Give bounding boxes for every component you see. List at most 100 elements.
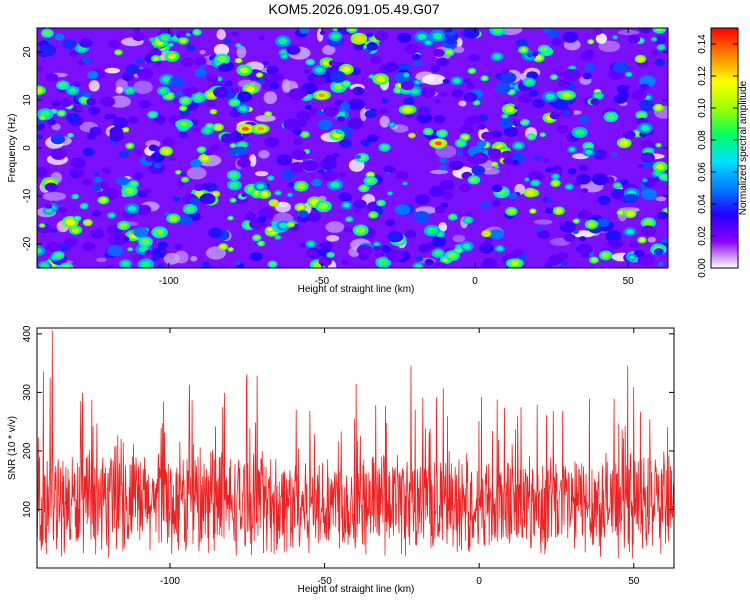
- heatmap-cell: [258, 35, 265, 41]
- heatmap-cell: [413, 59, 422, 66]
- heatmap-cell-core: [346, 217, 352, 221]
- heatmap-cell-core: [403, 182, 407, 185]
- heatmap-cell-core: [203, 128, 211, 134]
- heatmap-cell-core: [336, 111, 346, 119]
- heatmap-cell-core: [366, 178, 375, 184]
- heatmap-cell-core: [307, 241, 314, 247]
- heatmap-cell-core: [288, 193, 292, 197]
- heatmap-cell: [281, 169, 296, 180]
- heatmap-cell: [439, 164, 447, 171]
- heatmap-cell: [287, 182, 295, 188]
- heatmap-cell: [395, 170, 409, 180]
- heatmap-cell: [201, 261, 211, 268]
- heatmap-cell-core: [315, 67, 324, 73]
- heatmap-cell-core: [318, 202, 329, 210]
- heatmap-cell-core: [514, 143, 523, 149]
- heatmap-cell: [480, 202, 490, 209]
- heatmap-cell-core: [186, 33, 190, 36]
- snr-frame: [36, 327, 675, 569]
- heatmap-cell-core: [58, 111, 65, 116]
- heatmap-cell: [269, 82, 280, 90]
- heatmap-cell: [156, 241, 168, 250]
- heatmap-cell-core: [660, 174, 668, 179]
- heatmap-cell-core: [236, 59, 241, 63]
- heatmap-cell: [415, 255, 424, 262]
- y-tick-label: 300: [22, 384, 33, 401]
- heatmap-cell: [366, 134, 379, 143]
- heatmap-cell: [58, 207, 68, 214]
- heatmap-cell: [319, 30, 326, 36]
- heatmap-cell: [143, 188, 152, 194]
- heatmap-cell: [249, 251, 263, 262]
- heatmap-y-ticks: -20 -10 0 10 20: [22, 46, 668, 251]
- heatmap-cell: [558, 79, 571, 88]
- heatmap-cell-core: [588, 40, 593, 44]
- heatmap-cell: [190, 159, 202, 168]
- heatmap-cell: [138, 100, 151, 109]
- heatmap-cell-core: [643, 179, 647, 182]
- heatmap-cell-core: [84, 220, 91, 225]
- heatmap-cell: [536, 227, 543, 233]
- heatmap-cell: [503, 126, 519, 137]
- x-tick-label: 0: [476, 576, 482, 587]
- heatmap-cell-core: [297, 204, 304, 210]
- heatmap-cell: [106, 265, 113, 268]
- heatmap-cell: [302, 160, 319, 172]
- heatmap-cell: [91, 184, 102, 192]
- heatmap-cell-core: [217, 56, 227, 63]
- heatmap-cell-core: [569, 147, 575, 152]
- heatmap-cell: [621, 86, 630, 92]
- heatmap-cell: [51, 100, 61, 108]
- heatmap-cell: [581, 188, 589, 194]
- heatmap-y-label: Frequency (Hz): [7, 114, 18, 183]
- heatmap-cell: [318, 256, 332, 267]
- heatmap-cell: [403, 97, 415, 106]
- heatmap-cell: [434, 99, 441, 104]
- heatmap-cell: [39, 44, 57, 57]
- heatmap-cell-core: [618, 211, 623, 215]
- heatmap-cell-core: [45, 208, 53, 213]
- heatmap-cell: [133, 172, 143, 180]
- heatmap-cell-core: [448, 252, 457, 259]
- heatmap-cell: [47, 119, 57, 126]
- heatmap-cell: [106, 244, 124, 257]
- heatmap-cell-core: [508, 90, 514, 94]
- heatmap-cell-core: [462, 134, 469, 140]
- heatmap-cell: [37, 66, 45, 72]
- heatmap-cells: [37, 28, 668, 268]
- heatmap-low-patch: [598, 40, 621, 52]
- heatmap-low-patch: [190, 255, 198, 262]
- heatmap-cell-core: [162, 148, 170, 154]
- heatmap-cell-core: [348, 28, 356, 32]
- heatmap-cell: [653, 248, 664, 256]
- heatmap-low-patch: [96, 257, 107, 263]
- heatmap-low-patch: [108, 95, 131, 108]
- heatmap-cell: [355, 154, 362, 159]
- heatmap-cell: [338, 192, 352, 202]
- heatmap-cell: [413, 211, 431, 224]
- heatmap-cell: [414, 194, 430, 205]
- heatmap-low-patch: [88, 80, 100, 92]
- heatmap-cell: [178, 215, 193, 226]
- heatmap-cell: [37, 134, 44, 140]
- heatmap-low-patch: [534, 219, 553, 225]
- heatmap-cell: [209, 144, 220, 152]
- heatmap-cell: [135, 58, 144, 65]
- heatmap-cell-core: [54, 253, 62, 258]
- heatmap-low-patch: [322, 45, 336, 55]
- heatmap-cell: [86, 97, 97, 106]
- heatmap-cell-core: [410, 88, 419, 95]
- heatmap-cell-core: [288, 223, 294, 227]
- heatmap-cell-core: [128, 248, 132, 251]
- heatmap-cell-core: [343, 81, 349, 87]
- colorbar-tick-label: 0.10: [697, 98, 708, 118]
- heatmap-cell: [383, 165, 394, 173]
- heatmap-cell: [433, 48, 445, 58]
- heatmap-cell: [151, 255, 160, 262]
- heatmap-cell: [404, 43, 420, 55]
- heatmap-cell-core: [141, 261, 151, 268]
- heatmap-cell: [444, 28, 453, 33]
- heatmap-cell-core: [296, 183, 306, 190]
- heatmap-cell: [45, 73, 59, 83]
